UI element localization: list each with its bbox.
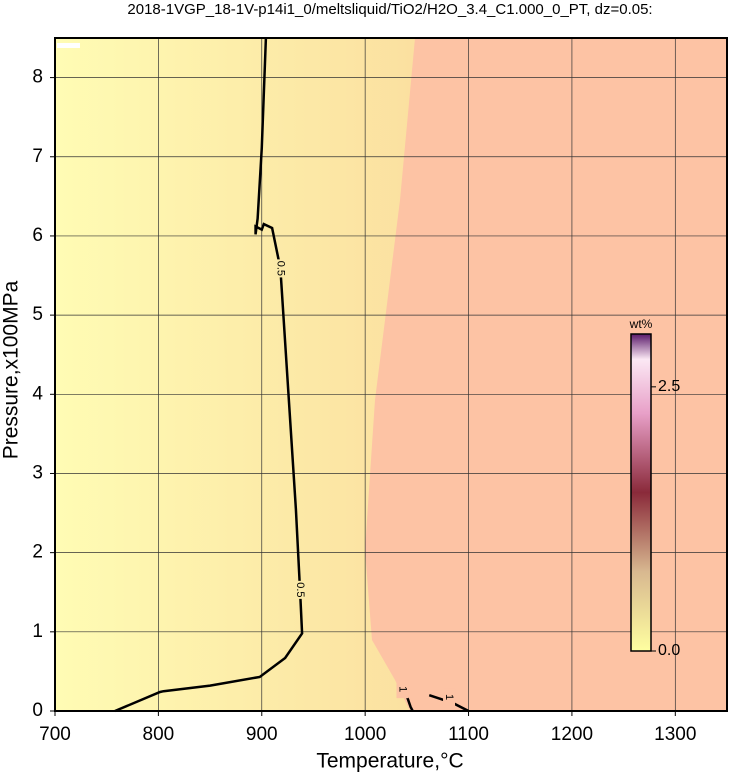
y-tick-label: 2 <box>32 542 43 563</box>
x-axis-label: Temperature,°C <box>316 750 463 773</box>
x-tick-label: 900 <box>246 724 278 745</box>
background-fill <box>55 38 415 711</box>
colorbar-tick-label: 0.0 <box>658 642 680 659</box>
contour-label: 1 <box>443 694 455 700</box>
y-tick-label: 1 <box>32 621 43 642</box>
y-tick-label: 0 <box>32 700 43 721</box>
x-tick-label: 1300 <box>654 724 696 745</box>
colorbar-tick-label: 2.5 <box>658 378 680 395</box>
y-tick-label: 7 <box>32 146 43 167</box>
y-tick-label: 8 <box>32 67 43 88</box>
x-tick-label: 1000 <box>344 724 386 745</box>
contour-line <box>114 37 304 713</box>
contour-label: 0.5 <box>294 582 306 597</box>
label-bg <box>274 259 287 278</box>
x-tick-label: 700 <box>39 724 71 745</box>
plot-frame <box>54 37 728 712</box>
contour-label: 1 <box>397 686 409 692</box>
label-bg <box>396 680 409 699</box>
chart-title: 2018-1VGP_18-1V-p14i1_0/meltsliquid/TiO2… <box>127 1 652 18</box>
marker <box>57 43 80 48</box>
x-tick-label: 1100 <box>448 724 489 745</box>
plot-area <box>55 38 727 711</box>
x-tick-label: 800 <box>143 724 175 745</box>
y-tick-label: 6 <box>32 225 43 246</box>
label-bg <box>443 688 456 707</box>
y-tick-label: 4 <box>32 383 43 404</box>
y-tick-label: 3 <box>32 462 43 483</box>
y-tick-label: 5 <box>32 304 43 325</box>
colorbar <box>630 333 652 652</box>
contour-label: 0.5 <box>274 261 286 276</box>
x-tick-label: 1200 <box>551 724 593 745</box>
y-axis-label: Pressure,x100MPa <box>0 280 23 459</box>
label-bg <box>294 580 307 599</box>
colorbar-label: wt% <box>629 317 653 331</box>
